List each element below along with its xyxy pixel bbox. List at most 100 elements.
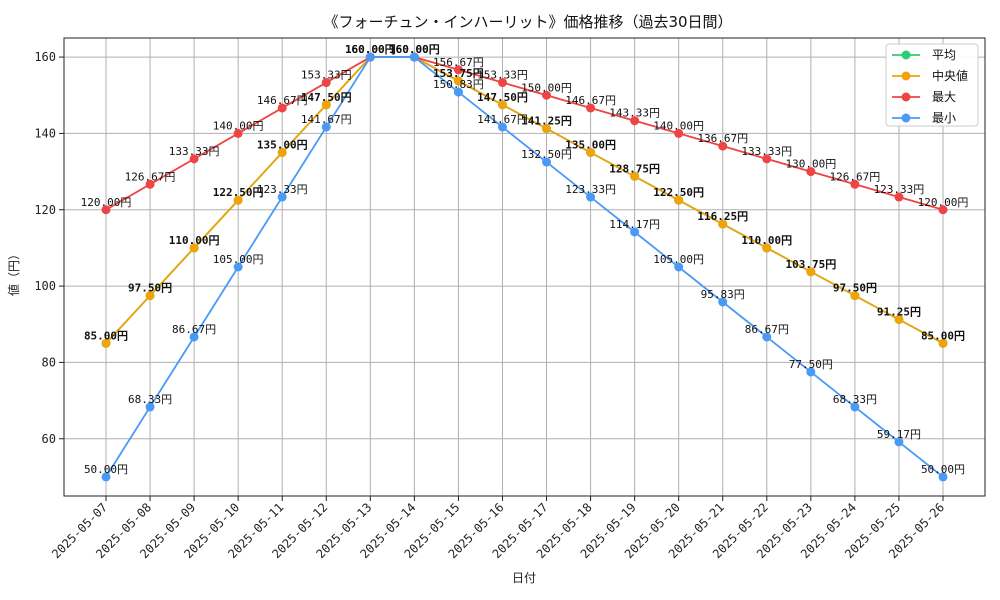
data-label: 156.67円	[433, 56, 484, 69]
legend-label-0: 平均	[932, 48, 956, 62]
series-line-3	[105, 56, 944, 478]
data-point	[938, 205, 948, 215]
legend-marker-1	[901, 71, 911, 81]
data-label: 160.00円	[389, 43, 440, 56]
data-point	[718, 141, 728, 151]
data-point	[189, 243, 199, 253]
data-label: 135.00円	[257, 139, 308, 152]
data-label: 86.67円	[172, 323, 216, 336]
data-point	[321, 122, 331, 132]
data-label: 122.50円	[213, 186, 264, 199]
data-point	[762, 243, 772, 253]
data-point	[586, 103, 596, 113]
data-label: 122.50円	[653, 186, 704, 199]
data-point	[233, 195, 243, 205]
data-point	[894, 437, 904, 447]
data-label: 68.33円	[128, 393, 172, 406]
data-point	[101, 338, 111, 348]
data-label: 50.00円	[921, 463, 965, 476]
data-point	[718, 219, 728, 229]
data-label: 110.00円	[741, 234, 792, 247]
data-label: 147.50円	[477, 91, 528, 104]
data-point	[277, 103, 287, 113]
plot-frame	[63, 37, 986, 497]
data-label: 91.25円	[877, 305, 921, 318]
data-label: 130.00円	[785, 158, 836, 171]
data-point	[101, 205, 111, 215]
data-label: 160.00円	[345, 43, 396, 56]
data-label: 160.00円	[345, 43, 396, 56]
data-point	[938, 472, 948, 482]
data-label: 50.00円	[84, 463, 128, 476]
data-point	[850, 291, 860, 301]
data-label: 140.00円	[653, 119, 704, 132]
y-tick-label: 100	[34, 279, 56, 293]
data-point	[365, 52, 375, 62]
grid	[64, 38, 985, 496]
data-label: 110.00円	[169, 234, 220, 247]
data-point	[674, 262, 684, 272]
data-point	[277, 148, 287, 157]
data-label: 103.75円	[785, 258, 836, 271]
data-point	[850, 179, 860, 189]
data-label: 153.75円	[433, 67, 484, 80]
data-label: 133.33円	[169, 145, 220, 158]
legend-label-3: 最小	[932, 111, 956, 125]
data-point	[497, 122, 507, 132]
data-label: 150.00円	[521, 81, 572, 94]
data-point	[762, 154, 772, 164]
data-point	[542, 124, 552, 134]
data-point	[145, 179, 155, 189]
data-point	[497, 100, 507, 110]
data-label: 123.33円	[874, 183, 925, 196]
data-label: 153.33円	[301, 69, 352, 82]
data-label: 114.17円	[609, 218, 660, 231]
data-label: 86.67円	[745, 323, 789, 336]
series-line-1	[105, 56, 944, 345]
series-line-2	[105, 56, 944, 211]
y-axis-label: 値（円）	[6, 248, 21, 296]
data-label: 147.50円	[301, 91, 352, 104]
data-point	[497, 78, 507, 88]
data-label: 123.33円	[565, 183, 616, 196]
data-label: 105.00円	[213, 253, 264, 266]
data-point	[321, 100, 331, 110]
data-point	[233, 128, 243, 138]
data-point	[409, 52, 419, 62]
data-label: 136.67円	[697, 132, 748, 145]
legend-label-1: 中央値	[932, 68, 968, 83]
data-point	[542, 157, 552, 167]
y-tick-label: 80	[42, 355, 56, 369]
data-label: 141.25円	[521, 115, 572, 128]
data-point	[189, 154, 199, 164]
data-label: 141.67円	[301, 113, 352, 126]
data-point	[850, 402, 860, 412]
data-point	[630, 171, 640, 181]
data-label: 153.33円	[477, 69, 528, 82]
data-label: 132.50円	[521, 148, 572, 161]
data-label: 85.00円	[84, 329, 128, 342]
legend-marker-3	[901, 113, 911, 123]
data-point	[233, 262, 243, 272]
data-label: 146.67円	[565, 94, 616, 107]
legend-marker-2	[901, 92, 911, 102]
data-point	[894, 314, 904, 324]
data-label: 85.00円	[921, 329, 965, 342]
data-label: 120.00円	[918, 196, 969, 209]
data-label: 77.50円	[789, 358, 833, 371]
data-label: 141.67円	[477, 113, 528, 126]
data-point	[806, 367, 816, 377]
legend-marker-0	[901, 50, 911, 60]
data-point	[189, 332, 199, 342]
data-point	[762, 332, 772, 342]
data-label: 116.25円	[697, 210, 748, 223]
data-label: 59.17円	[877, 428, 921, 441]
data-point	[806, 267, 816, 277]
data-label: 143.33円	[609, 107, 660, 120]
data-point	[630, 116, 640, 126]
data-label: 105.00円	[653, 253, 704, 266]
data-point	[674, 195, 684, 205]
